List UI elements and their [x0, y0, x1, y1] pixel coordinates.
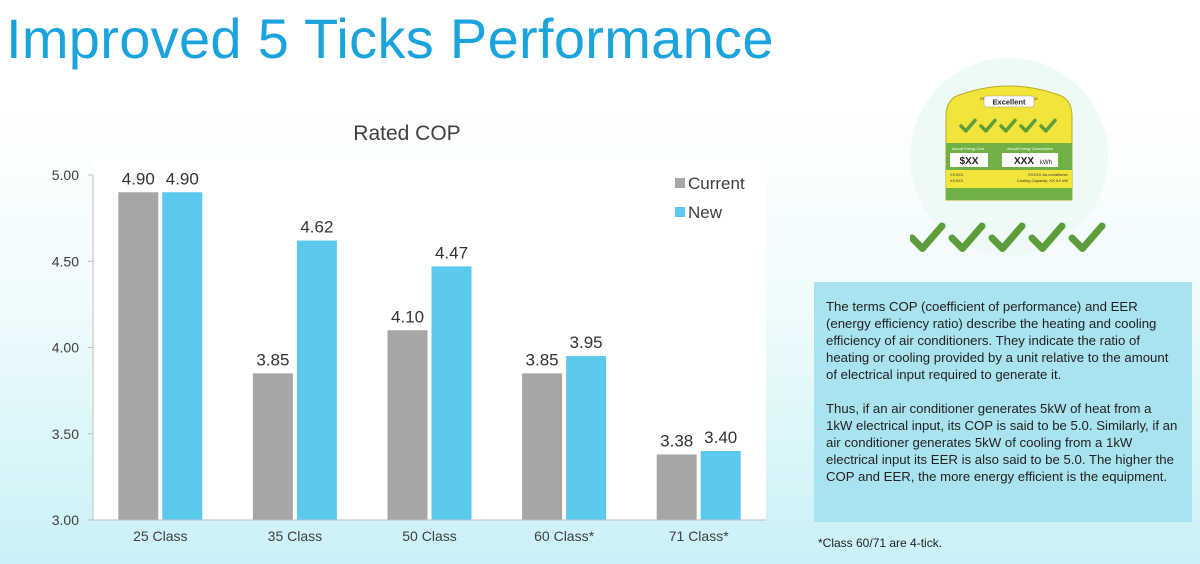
y-tick-label: 5.00: [52, 167, 79, 183]
data-label: 4.62: [300, 218, 333, 237]
model-left-2: XXXXX: [950, 178, 964, 183]
page-title: Improved 5 Ticks Performance: [6, 7, 774, 70]
model-left: XXXXX: [950, 172, 964, 177]
data-label: 4.90: [122, 169, 155, 188]
rating-text: Excellent: [993, 98, 1026, 107]
consumption-value: XXX: [1014, 156, 1034, 167]
label-details-panel: [946, 170, 1072, 188]
tick-icon: [999, 118, 1017, 133]
bar-new-0: [162, 192, 203, 520]
product-name: XXXXX Air-conditioner: [1028, 172, 1069, 177]
x-tick-label: 60 Class*: [534, 528, 594, 544]
x-axis: 25 Class 35 Class 50 Class 60 Class* 71 Clas…: [93, 519, 766, 544]
rating-banner: [983, 95, 1035, 108]
data-label: 3.40: [704, 428, 737, 447]
data-label: 4.90: [166, 169, 199, 188]
cop-eer-explanation: The terms COP (coefficient of performanc…: [814, 282, 1192, 522]
legend-swatch: [675, 178, 685, 188]
bar-current-0: [118, 192, 159, 520]
rated-cop-chart: Rated COP 3.00 3.50 4.00 4.50 5.00 4.90 4.90 3…: [52, 122, 766, 544]
y-axis: 3.00 3.50 4.00 4.50 5.00: [52, 167, 94, 528]
tick-icon: [959, 118, 977, 133]
consumption-box: [1002, 153, 1058, 167]
cost-box: [950, 153, 988, 167]
y-tick-label: 4.00: [52, 340, 79, 356]
bar-new-1: [296, 240, 337, 521]
x-tick-label: 71 Class*: [669, 528, 729, 544]
cost-value: $XX: [960, 156, 979, 167]
data-label: 3.95: [570, 333, 603, 352]
tick-icon: [1039, 118, 1057, 133]
consumption-label: Annual Energy Consumption: [1007, 147, 1053, 151]
bars: 4.90 4.90 3.85 4.62 4.10 4.47 3.85 3.95 3.38 3.40: [118, 169, 741, 521]
footnote: *Class 60/71 are 4-tick.: [818, 536, 943, 550]
data-label: 3.85: [256, 350, 289, 369]
x-tick-label: 25 Class: [133, 528, 187, 544]
chart-title: Rated COP: [353, 122, 460, 145]
data-label: 4.47: [435, 243, 468, 262]
bar-current-1: [252, 373, 293, 520]
explanation-paragraph-1: The terms COP (coefficient of performanc…: [826, 299, 1169, 382]
legend-entry: Current: [688, 174, 745, 193]
tick-icon: [1019, 118, 1037, 133]
data-label: 4.10: [391, 307, 424, 326]
tick-icon: [979, 118, 997, 133]
label-footer-bar: [946, 190, 1072, 200]
plot-area: [93, 158, 766, 520]
data-label: 3.85: [526, 350, 559, 369]
cost-label: Annual Energy Cost: [952, 147, 984, 151]
bar-current-3: [522, 373, 563, 520]
label-ticks: [959, 118, 1057, 133]
y-tick-label: 4.50: [52, 253, 79, 269]
energy-rating-label: ENERGY EFFICIENCY RATING Excellent Annua…: [908, 85, 1106, 252]
legend-entry: New: [688, 203, 723, 222]
energy-rating-label-card: ENERGY EFFICIENCY RATING Excellent Annua…: [908, 58, 1108, 256]
y-tick-label: 3.50: [52, 426, 79, 442]
bar-new-4: [700, 451, 741, 520]
tick-icon: [1068, 222, 1106, 252]
legend-swatch: [675, 207, 685, 217]
big-ticks: [908, 222, 1106, 252]
bar-new-2: [431, 266, 472, 520]
tick-icon: [1028, 222, 1066, 252]
tick-icon: [988, 222, 1026, 252]
bar-new-3: [566, 356, 607, 520]
bar-current-2: [387, 330, 428, 520]
legend: Current New: [675, 174, 745, 222]
consumption-unit: kWh: [1040, 160, 1052, 166]
tick-icon: [948, 222, 986, 252]
bar-current-4: [656, 454, 697, 520]
y-tick-label: 3.00: [52, 512, 79, 528]
cooling-capacity: Cooling Capacity: XX.XX kW: [1017, 178, 1068, 183]
data-label: 3.38: [660, 431, 693, 450]
x-tick-label: 35 Class: [268, 528, 322, 544]
x-tick-label: 50 Class: [402, 528, 456, 544]
tick-icon: [908, 222, 946, 252]
explanation-paragraph-2: Thus, if an air conditioner generates 5k…: [826, 401, 1178, 484]
